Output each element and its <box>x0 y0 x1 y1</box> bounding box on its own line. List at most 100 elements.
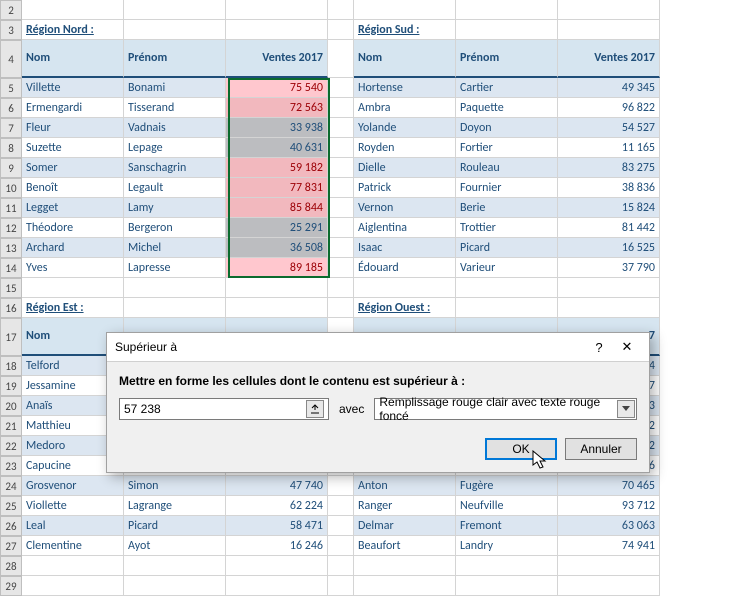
cell[interactable] <box>558 0 660 20</box>
cell[interactable] <box>558 576 660 596</box>
cell-prenom[interactable]: Neufville <box>456 496 558 516</box>
cell[interactable] <box>226 0 328 20</box>
row-header[interactable]: 25 <box>0 496 22 516</box>
cell[interactable] <box>456 20 558 40</box>
cell-ventes[interactable]: 25 291 <box>226 218 328 238</box>
row-header[interactable]: 21 <box>0 416 22 436</box>
cell[interactable] <box>226 278 328 298</box>
cell-prenom[interactable]: Cartier <box>456 78 558 98</box>
cell-ventes[interactable]: 16 525 <box>558 238 660 258</box>
row-header[interactable]: 12 <box>0 218 22 238</box>
cell-nom[interactable]: Villette <box>22 78 124 98</box>
row-header[interactable]: 26 <box>0 516 22 536</box>
cell-ventes[interactable]: 15 824 <box>558 198 660 218</box>
row-header[interactable]: 15 <box>0 278 22 298</box>
region-ouest-title[interactable]: Région Ouest : <box>354 298 456 318</box>
cell[interactable] <box>22 278 124 298</box>
cell-prenom[interactable]: Fremont <box>456 516 558 536</box>
cell-prenom[interactable]: Michel <box>124 238 226 258</box>
cell-prenom[interactable]: Doyon <box>456 118 558 138</box>
row-header[interactable]: 27 <box>0 536 22 556</box>
cell-ventes[interactable]: 58 471 <box>226 516 328 536</box>
cell-nom[interactable]: Fleur <box>22 118 124 138</box>
cell[interactable] <box>124 298 226 318</box>
cell-prenom[interactable]: Rouleau <box>456 158 558 178</box>
cell-nom[interactable]: Suzette <box>22 138 124 158</box>
cell[interactable] <box>558 298 660 318</box>
col-ventes[interactable]: Ventes 2017 <box>558 40 660 78</box>
cell-ventes[interactable]: 63 063 <box>558 516 660 536</box>
cell-nom[interactable]: Yves <box>22 258 124 278</box>
cell-prenom[interactable]: Lagrange <box>124 496 226 516</box>
cell-ventes[interactable]: 89 185 <box>226 258 328 278</box>
row-header[interactable]: 20 <box>0 396 22 416</box>
row-header[interactable]: 23 <box>0 456 22 476</box>
col-nom[interactable]: Nom <box>354 40 456 78</box>
cell-ventes[interactable]: 37 790 <box>558 258 660 278</box>
cell-prenom[interactable]: Picard <box>456 238 558 258</box>
cell-prenom[interactable]: Berie <box>456 198 558 218</box>
cell[interactable] <box>328 178 354 198</box>
cell[interactable] <box>328 298 354 318</box>
cell[interactable] <box>226 556 328 576</box>
cell-prenom[interactable]: Paquette <box>456 98 558 118</box>
cell[interactable] <box>456 298 558 318</box>
cell[interactable] <box>354 278 456 298</box>
row-header[interactable]: 2 <box>0 0 22 20</box>
cancel-button[interactable]: Annuler <box>565 438 637 460</box>
cell-prenom[interactable]: Legault <box>124 178 226 198</box>
cell-nom[interactable]: Yolande <box>354 118 456 138</box>
threshold-input[interactable] <box>124 402 306 416</box>
cell[interactable] <box>328 198 354 218</box>
cell[interactable] <box>328 476 354 496</box>
cell[interactable] <box>558 278 660 298</box>
cell[interactable] <box>22 0 124 20</box>
cell[interactable] <box>456 0 558 20</box>
region-nord-title[interactable]: Région Nord : <box>22 20 124 40</box>
cell-ventes[interactable]: 77 831 <box>226 178 328 198</box>
cell[interactable] <box>456 576 558 596</box>
cell-ventes[interactable]: 36 508 <box>226 238 328 258</box>
row-header[interactable]: 7 <box>0 118 22 138</box>
cell[interactable] <box>328 138 354 158</box>
cell[interactable] <box>558 20 660 40</box>
cell[interactable] <box>124 576 226 596</box>
cell-nom[interactable]: Clementine <box>22 536 124 556</box>
cell-nom[interactable]: Delmar <box>354 516 456 536</box>
cell[interactable] <box>226 298 328 318</box>
cell-nom[interactable]: Vernon <box>354 198 456 218</box>
region-sud-title[interactable]: Région Sud : <box>354 20 456 40</box>
row-header[interactable]: 6 <box>0 98 22 118</box>
cell[interactable] <box>354 0 456 20</box>
cell-prenom[interactable]: Vadnais <box>124 118 226 138</box>
cell[interactable] <box>22 556 124 576</box>
cell-prenom[interactable]: Fournier <box>456 178 558 198</box>
cell[interactable] <box>354 556 456 576</box>
cell[interactable] <box>328 496 354 516</box>
cell-ventes[interactable]: 83 275 <box>558 158 660 178</box>
cell[interactable] <box>328 576 354 596</box>
cell-ventes[interactable]: 74 941 <box>558 536 660 556</box>
cell-nom[interactable]: Somer <box>22 158 124 178</box>
cell-ventes[interactable]: 59 182 <box>226 158 328 178</box>
cell-nom[interactable]: Leal <box>22 516 124 536</box>
col-prenom[interactable]: Prénom <box>124 40 226 78</box>
cell[interactable] <box>328 98 354 118</box>
cell[interactable] <box>354 576 456 596</box>
row-header[interactable]: 18 <box>0 356 22 376</box>
cell-ventes[interactable]: 81 442 <box>558 218 660 238</box>
cell-prenom[interactable]: Tisserand <box>124 98 226 118</box>
cell-ventes[interactable]: 38 836 <box>558 178 660 198</box>
cell-prenom[interactable]: Fortier <box>456 138 558 158</box>
row-header[interactable]: 5 <box>0 78 22 98</box>
cell[interactable] <box>328 40 354 78</box>
cell-prenom[interactable]: Sanschagrin <box>124 158 226 178</box>
close-button[interactable]: ✕ <box>613 339 641 355</box>
cell-prenom[interactable]: Bergeron <box>124 218 226 238</box>
row-header[interactable]: 8 <box>0 138 22 158</box>
cell-nom[interactable]: Isaac <box>354 238 456 258</box>
cell-prenom[interactable]: Simon <box>124 476 226 496</box>
cell-ventes[interactable]: 33 938 <box>226 118 328 138</box>
row-header[interactable]: 17 <box>0 318 22 356</box>
cell[interactable] <box>124 278 226 298</box>
